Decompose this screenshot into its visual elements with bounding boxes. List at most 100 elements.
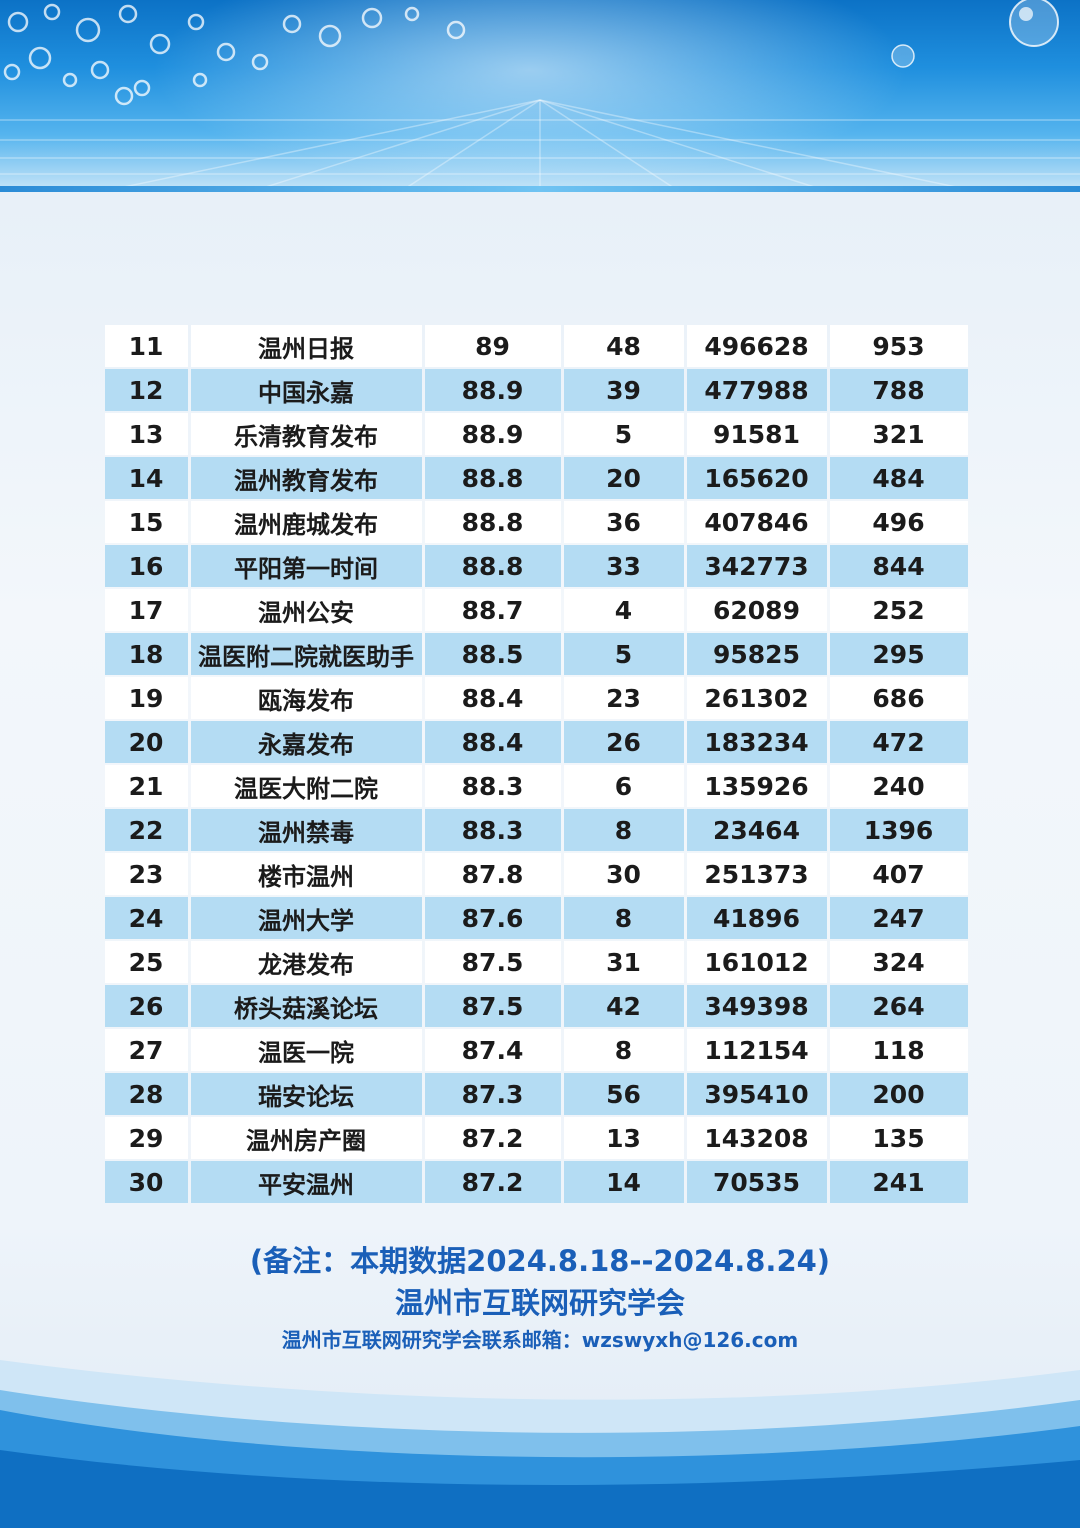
rank-cell: 11 bbox=[104, 325, 188, 367]
contact-email: 温州市互联网研究学会联系邮箱：wzswyxh@126.com bbox=[281, 1328, 799, 1352]
table-row: 12 中国永嘉 88.9 39 477988 788 bbox=[103, 368, 979, 412]
footer-wave bbox=[0, 1330, 1080, 1528]
rank-cell: 22 bbox=[104, 809, 188, 851]
posts-cell: 31 bbox=[563, 941, 684, 983]
score-cell: 87.6 bbox=[424, 897, 561, 939]
rank-cell: 19 bbox=[104, 677, 188, 719]
posts-cell: 5 bbox=[563, 413, 684, 455]
rank-cell: 16 bbox=[104, 545, 188, 587]
posts-cell: 14 bbox=[563, 1161, 684, 1203]
rank-cell: 18 bbox=[104, 633, 188, 675]
header-divider bbox=[0, 186, 1080, 192]
reads-cell: 91581 bbox=[686, 413, 827, 455]
table-row: 15 温州鹿城发布 88.8 36 407846 496 bbox=[103, 500, 979, 544]
table-row: 26 桥头菇溪论坛 87.5 42 349398 264 bbox=[103, 984, 979, 1028]
table-row: 17 温州公安 88.7 4 62089 252 bbox=[103, 588, 979, 632]
rank-cell: 30 bbox=[104, 1161, 188, 1203]
likes-cell: 788 bbox=[829, 369, 968, 411]
account-name-cell: 温医大附二院 bbox=[190, 765, 422, 807]
small-bubble-icon bbox=[891, 44, 915, 68]
table-row: 13 乐清教育发布 88.9 5 91581 321 bbox=[103, 412, 979, 456]
account-name-cell: 瑞安论坛 bbox=[190, 1073, 422, 1115]
posts-cell: 30 bbox=[563, 853, 684, 895]
reads-cell: 143208 bbox=[686, 1117, 827, 1159]
reads-cell: 183234 bbox=[686, 721, 827, 763]
likes-cell: 118 bbox=[829, 1029, 968, 1071]
rank-cell: 29 bbox=[104, 1117, 188, 1159]
likes-cell: 1396 bbox=[829, 809, 968, 851]
likes-cell: 135 bbox=[829, 1117, 968, 1159]
likes-cell: 686 bbox=[829, 677, 968, 719]
score-cell: 88.3 bbox=[424, 765, 561, 807]
reads-cell: 112154 bbox=[686, 1029, 827, 1071]
posts-cell: 4 bbox=[563, 589, 684, 631]
posts-cell: 8 bbox=[563, 809, 684, 851]
likes-cell: 247 bbox=[829, 897, 968, 939]
posts-cell: 5 bbox=[563, 633, 684, 675]
likes-cell: 264 bbox=[829, 985, 968, 1027]
posts-cell: 42 bbox=[563, 985, 684, 1027]
posts-cell: 8 bbox=[563, 897, 684, 939]
likes-cell: 295 bbox=[829, 633, 968, 675]
account-name-cell: 温医附二院就医助手 bbox=[190, 633, 422, 675]
score-cell: 88.7 bbox=[424, 589, 561, 631]
posts-cell: 33 bbox=[563, 545, 684, 587]
account-name-cell: 温医一院 bbox=[190, 1029, 422, 1071]
score-cell: 89 bbox=[424, 325, 561, 367]
reads-cell: 251373 bbox=[686, 853, 827, 895]
account-name-cell: 温州公安 bbox=[190, 589, 422, 631]
posts-cell: 48 bbox=[563, 325, 684, 367]
score-cell: 88.9 bbox=[424, 369, 561, 411]
reads-cell: 165620 bbox=[686, 457, 827, 499]
likes-cell: 241 bbox=[829, 1161, 968, 1203]
account-name-cell: 瓯海发布 bbox=[190, 677, 422, 719]
period-note: (备注：本期数据2024.8.18--2024.8.24) bbox=[249, 1244, 831, 1278]
reads-cell: 95825 bbox=[686, 633, 827, 675]
table-row: 27 温医一院 87.4 8 112154 118 bbox=[103, 1028, 979, 1072]
likes-cell: 484 bbox=[829, 457, 968, 499]
account-name-cell: 龙港发布 bbox=[190, 941, 422, 983]
reads-cell: 477988 bbox=[686, 369, 827, 411]
account-name-cell: 乐清教育发布 bbox=[190, 413, 422, 455]
reads-cell: 41896 bbox=[686, 897, 827, 939]
table-row: 19 瓯海发布 88.4 23 261302 686 bbox=[103, 676, 979, 720]
posts-cell: 23 bbox=[563, 677, 684, 719]
rank-cell: 21 bbox=[104, 765, 188, 807]
likes-cell: 324 bbox=[829, 941, 968, 983]
rank-cell: 23 bbox=[104, 853, 188, 895]
account-name-cell: 温州禁毒 bbox=[190, 809, 422, 851]
table-row: 11 温州日报 89 48 496628 953 bbox=[103, 324, 979, 368]
account-name-cell: 温州教育发布 bbox=[190, 457, 422, 499]
table-row: 28 瑞安论坛 87.3 56 395410 200 bbox=[103, 1072, 979, 1116]
reads-cell: 349398 bbox=[686, 985, 827, 1027]
score-cell: 88.8 bbox=[424, 457, 561, 499]
score-cell: 87.3 bbox=[424, 1073, 561, 1115]
reads-cell: 342773 bbox=[686, 545, 827, 587]
posts-cell: 8 bbox=[563, 1029, 684, 1071]
score-cell: 88.8 bbox=[424, 545, 561, 587]
table-row: 30 平安温州 87.2 14 70535 241 bbox=[103, 1160, 979, 1204]
table-row: 14 温州教育发布 88.8 20 165620 484 bbox=[103, 456, 979, 500]
rank-cell: 24 bbox=[104, 897, 188, 939]
posts-cell: 6 bbox=[563, 765, 684, 807]
reads-cell: 407846 bbox=[686, 501, 827, 543]
likes-cell: 953 bbox=[829, 325, 968, 367]
score-cell: 87.2 bbox=[424, 1117, 561, 1159]
reads-cell: 161012 bbox=[686, 941, 827, 983]
header-banner bbox=[0, 0, 1080, 192]
likes-cell: 200 bbox=[829, 1073, 968, 1115]
rank-cell: 15 bbox=[104, 501, 188, 543]
posts-cell: 13 bbox=[563, 1117, 684, 1159]
table-row: 21 温医大附二院 88.3 6 135926 240 bbox=[103, 764, 979, 808]
likes-cell: 240 bbox=[829, 765, 968, 807]
score-cell: 87.5 bbox=[424, 985, 561, 1027]
rank-cell: 28 bbox=[104, 1073, 188, 1115]
rank-cell: 17 bbox=[104, 589, 188, 631]
account-name-cell: 温州鹿城发布 bbox=[190, 501, 422, 543]
score-cell: 88.4 bbox=[424, 677, 561, 719]
table-row: 23 楼市温州 87.8 30 251373 407 bbox=[103, 852, 979, 896]
likes-cell: 321 bbox=[829, 413, 968, 455]
likes-cell: 407 bbox=[829, 853, 968, 895]
table-row: 18 温医附二院就医助手 88.5 5 95825 295 bbox=[103, 632, 979, 676]
header-decoration bbox=[0, 0, 1080, 192]
